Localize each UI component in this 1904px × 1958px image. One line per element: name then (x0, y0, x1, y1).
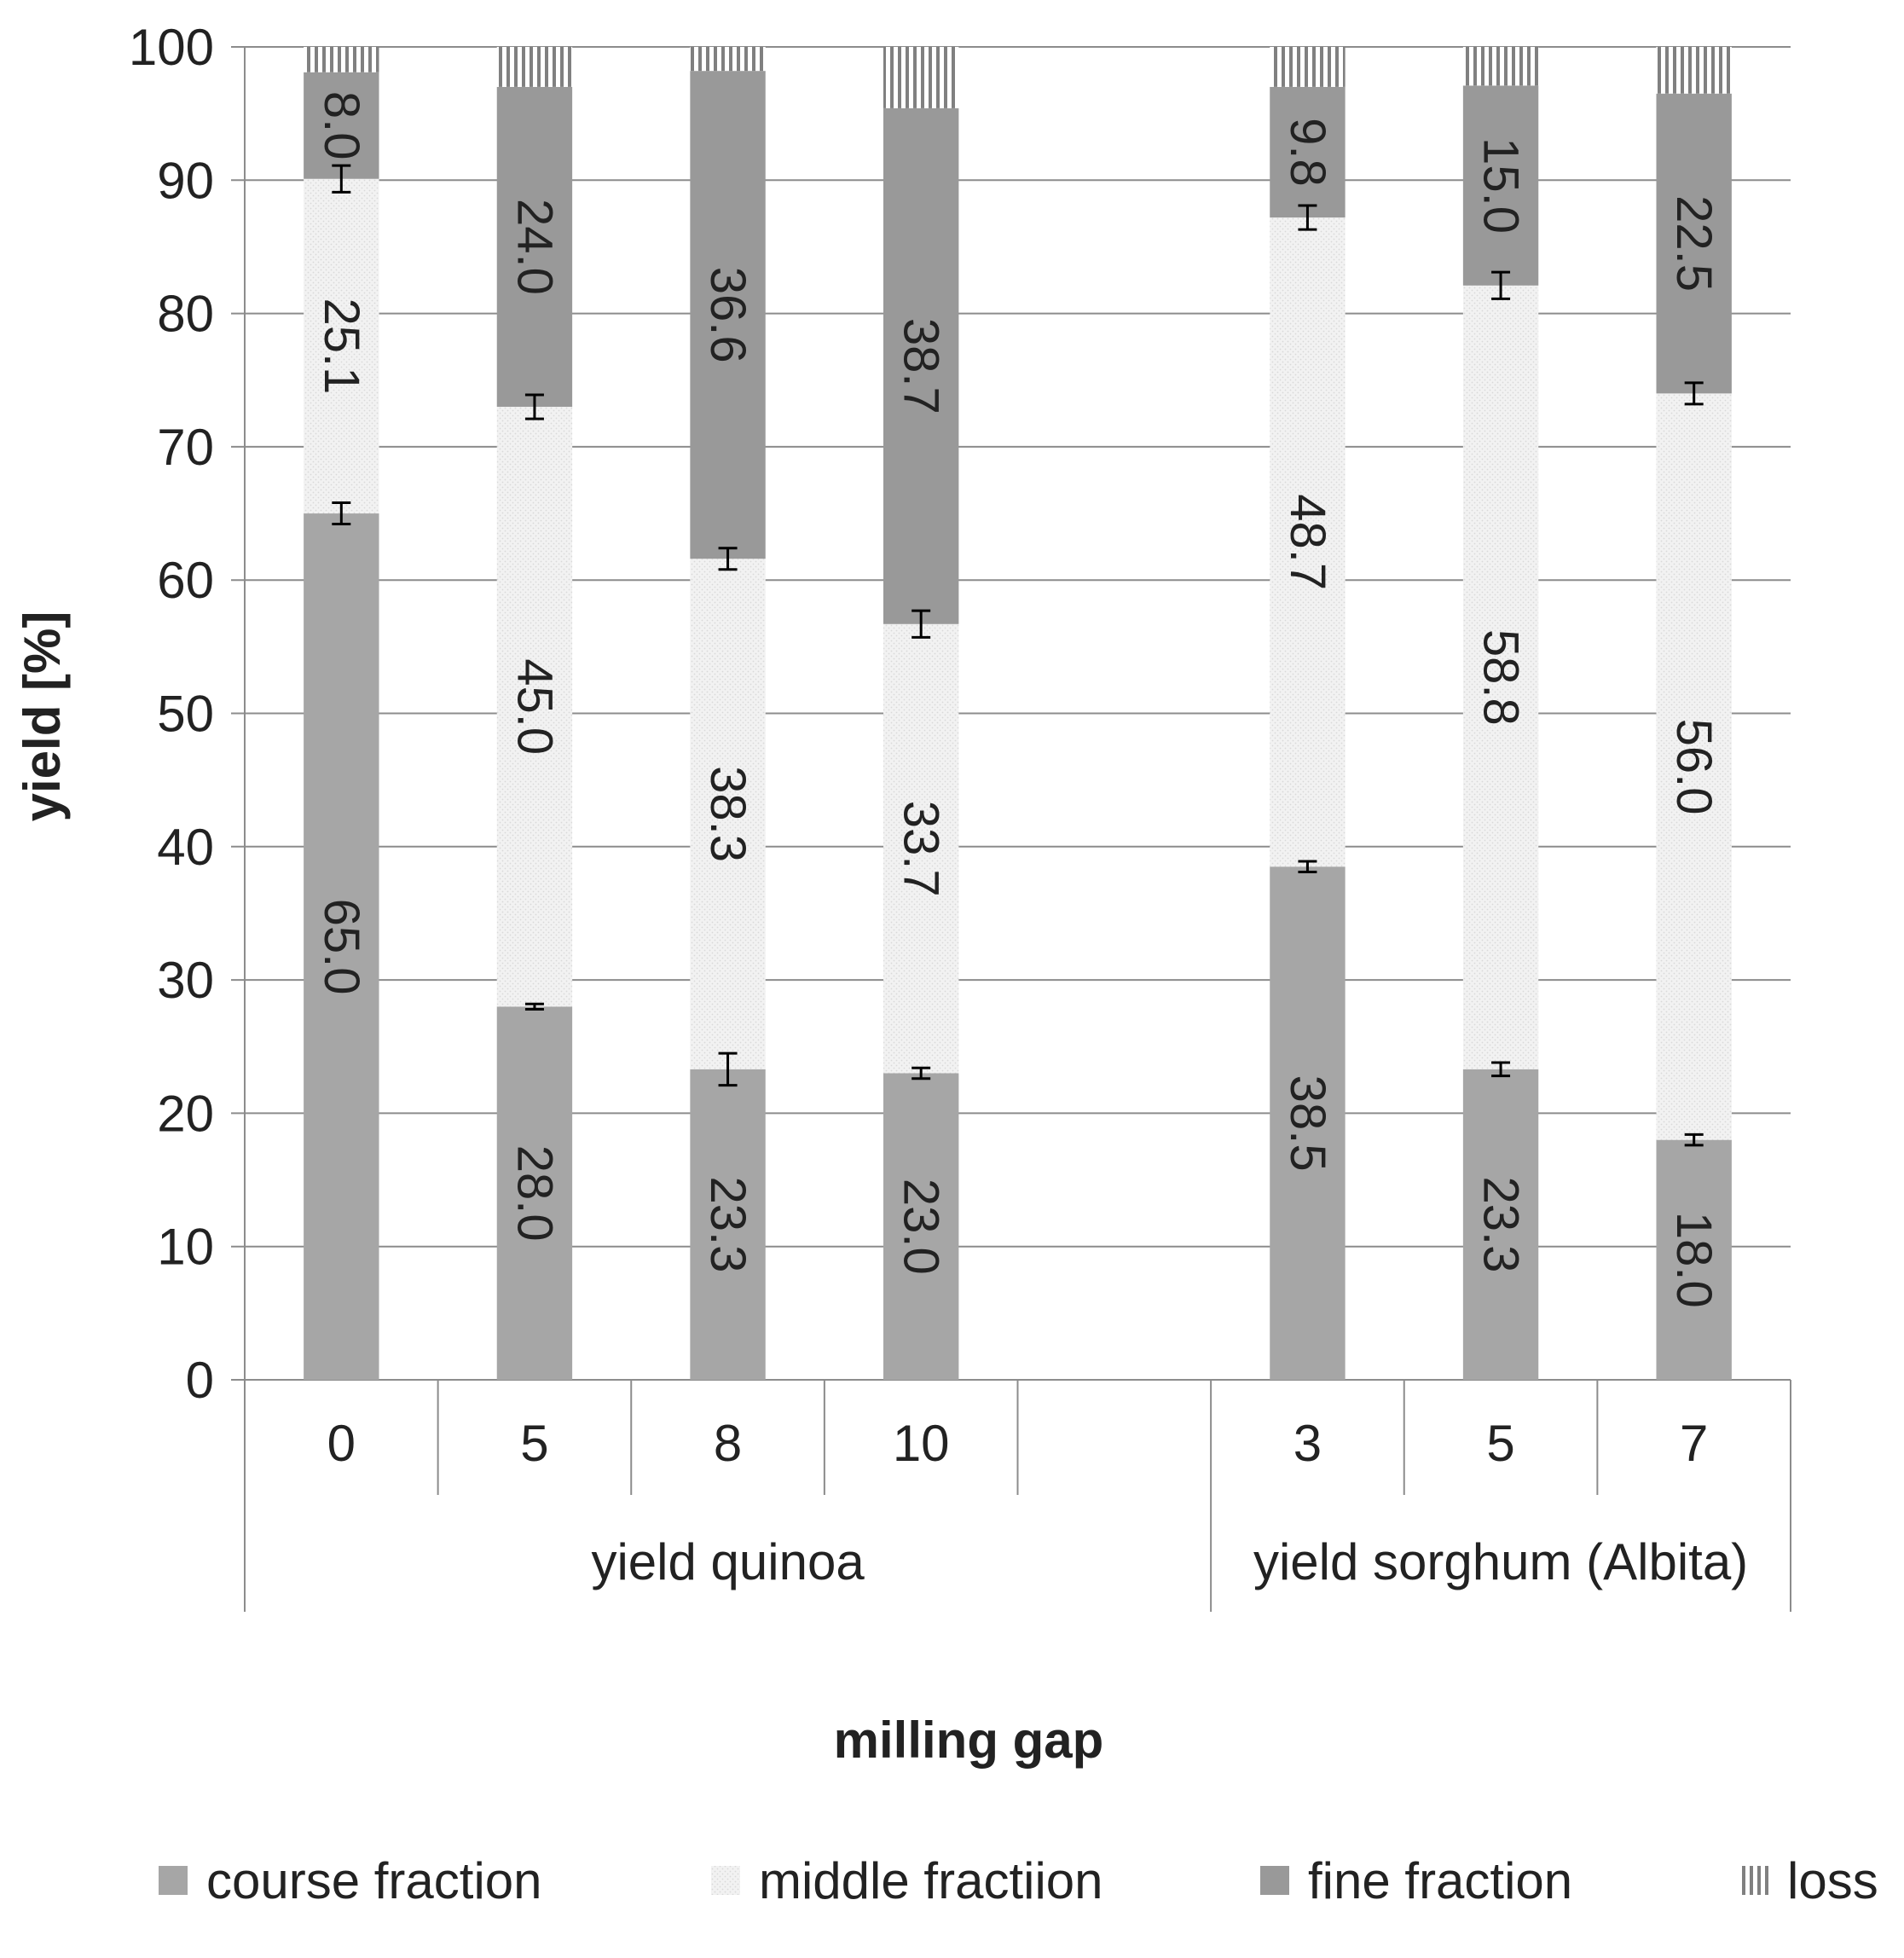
y-tick-label: 50 (157, 686, 214, 743)
data-label: 23.3 (1473, 1176, 1529, 1272)
legend-item: course fraction (159, 1852, 542, 1909)
y-tick-label: 20 (157, 1085, 214, 1142)
y-tick-label: 0 (186, 1352, 214, 1409)
legend-item: middle fractiion (711, 1852, 1103, 1909)
y-tick-label: 80 (157, 286, 214, 343)
bar-segment-middle-fractiion (304, 178, 379, 514)
group-label: yield sorghum (Albita) (1253, 1533, 1748, 1590)
bar-segment-middle-fractiion (883, 623, 959, 1074)
y-axis-title: yield [%] (14, 611, 71, 822)
data-label: 36.6 (700, 267, 755, 363)
data-label: 38.7 (894, 318, 949, 414)
bar-segment-loss (690, 47, 766, 72)
data-label: 25.1 (314, 298, 369, 394)
data-label: 45.0 (506, 658, 562, 755)
bar-segment-loss (1270, 47, 1346, 87)
legend-item: loss (1739, 1852, 1878, 1909)
bar-segment-fine-fraction (883, 107, 959, 624)
x-tick-label: 5 (520, 1415, 548, 1472)
data-label: 24.0 (506, 199, 562, 295)
x-tick-label: 3 (1293, 1415, 1322, 1472)
bar-segment-fine-fraction (496, 86, 573, 408)
data-label: 48.7 (1280, 494, 1335, 590)
x-tick-label: 0 (327, 1415, 356, 1472)
bar-segment-fine-fraction (690, 71, 766, 559)
data-label: 38.5 (1280, 1075, 1335, 1172)
y-tick-label: 10 (157, 1219, 214, 1276)
legend-swatch (1739, 1866, 1768, 1895)
group-label: yield quinoa (591, 1533, 865, 1590)
legend-label: course fraction (206, 1852, 542, 1909)
bar-segment-loss (1656, 47, 1732, 94)
bar-segment-middle-fractiion (1656, 393, 1732, 1140)
bar-segment-middle-fractiion (1462, 285, 1539, 1069)
y-tick-label: 40 (157, 819, 214, 876)
y-tick-label: 60 (157, 552, 214, 609)
x-tick-label: 7 (1680, 1415, 1708, 1472)
legend: course fraction middle fractiion fine frac… (159, 1852, 1878, 1909)
bar-segment-middle-fractiion (496, 407, 573, 1007)
data-label: 56.0 (1666, 719, 1722, 815)
data-label: 18.0 (1666, 1212, 1722, 1308)
bar-segment-loss (1462, 47, 1539, 86)
data-label: 8.0 (314, 91, 369, 160)
bar-segment-middle-fractiion (690, 559, 766, 1069)
bar-segment-loss (496, 47, 573, 87)
data-label: 33.7 (894, 801, 949, 897)
bar-segment-course-fraction (1462, 1069, 1539, 1380)
data-label: 9.8 (1280, 118, 1335, 187)
x-tick-label: 8 (714, 1415, 742, 1472)
bar-segment-fine-fraction (1656, 93, 1732, 394)
data-label: 58.8 (1473, 629, 1529, 726)
x-tick-label: 5 (1486, 1415, 1514, 1472)
bar-segment-course-fraction (690, 1069, 766, 1380)
data-label: 28.0 (506, 1145, 562, 1242)
y-tick-label: 30 (157, 952, 214, 1009)
legend-label: fine fraction (1308, 1852, 1572, 1909)
data-label: 23.3 (700, 1176, 755, 1272)
legend-label: middle fractiion (759, 1852, 1103, 1909)
bar-segment-course-fraction (304, 513, 379, 1380)
legend-swatch (711, 1866, 740, 1895)
bar-segment-fine-fraction (1462, 85, 1539, 286)
bar-segment-loss (883, 47, 959, 108)
legend-item: fine fraction (1260, 1852, 1572, 1909)
bar-segment-course-fraction (496, 1006, 573, 1380)
bar-segment-fine-fraction (1270, 86, 1346, 218)
data-label: 65.0 (314, 899, 369, 995)
legend-swatch (159, 1866, 188, 1895)
data-label: 23.0 (894, 1179, 949, 1275)
bar-segment-loss (304, 47, 379, 72)
data-label: 22.5 (1666, 195, 1722, 292)
bar-segment-course-fraction (1270, 866, 1346, 1380)
bar-segment-course-fraction (883, 1073, 959, 1380)
y-tick-label: 90 (157, 152, 214, 209)
x-axis-title: milling gap (834, 1712, 1104, 1769)
x-tick-label: 10 (893, 1415, 950, 1472)
data-label: 38.3 (700, 766, 755, 862)
bar-segment-middle-fractiion (1270, 217, 1346, 867)
bar-segment-course-fraction (1656, 1139, 1732, 1380)
y-tick-label: 100 (129, 19, 214, 76)
legend-swatch (1260, 1866, 1289, 1895)
legend-label: loss (1787, 1852, 1878, 1909)
bar-segment-fine-fraction (304, 72, 379, 179)
y-tick-label: 70 (157, 419, 214, 476)
data-label: 15.0 (1473, 137, 1529, 234)
